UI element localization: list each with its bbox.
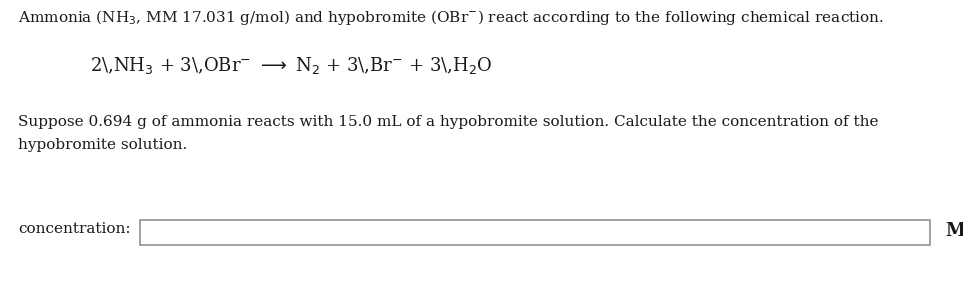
FancyBboxPatch shape [140,220,930,245]
Text: Suppose 0.694 g of ammonia reacts with 15.0 mL of a hypobromite solution. Calcul: Suppose 0.694 g of ammonia reacts with 1… [18,115,878,129]
Text: Ammonia (NH$_3$, MM 17.031 g/mol) and hypobromite (OBr$^{-}$) react according to: Ammonia (NH$_3$, MM 17.031 g/mol) and hy… [18,8,884,27]
Text: M: M [945,222,963,240]
Text: concentration:: concentration: [18,222,131,236]
Text: hypobromite solution.: hypobromite solution. [18,138,187,152]
Text: 2\,NH$_3$ + 3\,OBr$^{-}$ $\longrightarrow$ N$_2$ + 3\,Br$^{-}$ + 3\,H$_2$O: 2\,NH$_3$ + 3\,OBr$^{-}$ $\longrightarro… [90,55,492,76]
